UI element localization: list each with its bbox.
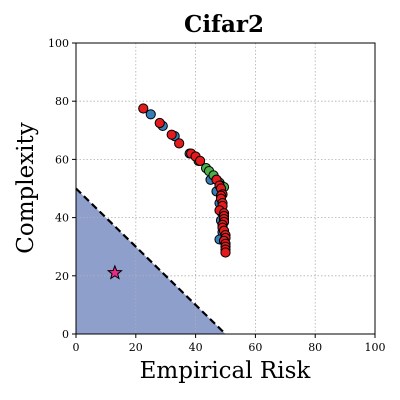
y-tick-label: 100 (48, 37, 69, 50)
plot-frame (75, 42, 376, 335)
x-tick-label: 0 (73, 341, 80, 354)
y-axis-label: Complexity (13, 122, 39, 254)
chart-title: Cifar2 (184, 11, 264, 38)
star-marker (106, 264, 123, 280)
data-point-series-3 (166, 129, 177, 140)
boundary-line (75, 187, 227, 335)
data-point-series-3 (194, 155, 206, 166)
x-tick-label: 80 (308, 341, 322, 354)
data-point-series-1 (145, 109, 156, 120)
ticks-layer: 0 20 40 60 80 100 0 20 40 60 80 100 (48, 37, 386, 354)
x-tick-label: 20 (129, 341, 143, 354)
x-tick-label: 40 (189, 341, 203, 354)
x-tick-label: 100 (365, 341, 386, 354)
data-point-series-3 (154, 117, 165, 129)
x-tick-label: 60 (248, 341, 262, 354)
boundary-layer (75, 187, 227, 335)
y-tick-label: 40 (55, 212, 69, 225)
data-point-series-3 (138, 103, 149, 114)
y-tick-label: 80 (55, 95, 69, 108)
y-tick-label: 20 (55, 270, 69, 283)
y-tick-label: 0 (62, 328, 69, 341)
points-layer (106, 103, 231, 280)
data-point-series-3 (220, 247, 231, 258)
data-point-series-3 (174, 138, 185, 149)
x-axis-label: Empirical Risk (140, 358, 312, 384)
y-tick-label: 60 (55, 153, 69, 166)
